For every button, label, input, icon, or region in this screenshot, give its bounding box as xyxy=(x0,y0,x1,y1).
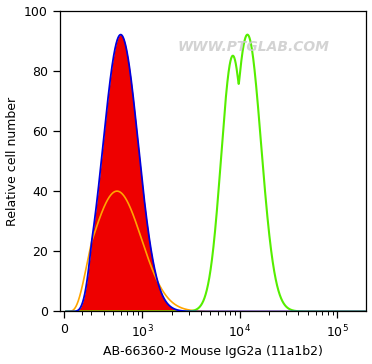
Text: WWW.PTGLAB.COM: WWW.PTGLAB.COM xyxy=(177,40,329,54)
Y-axis label: Relative cell number: Relative cell number xyxy=(6,96,19,226)
X-axis label: AB-66360-2 Mouse IgG2a (11a1b2): AB-66360-2 Mouse IgG2a (11a1b2) xyxy=(103,345,323,359)
